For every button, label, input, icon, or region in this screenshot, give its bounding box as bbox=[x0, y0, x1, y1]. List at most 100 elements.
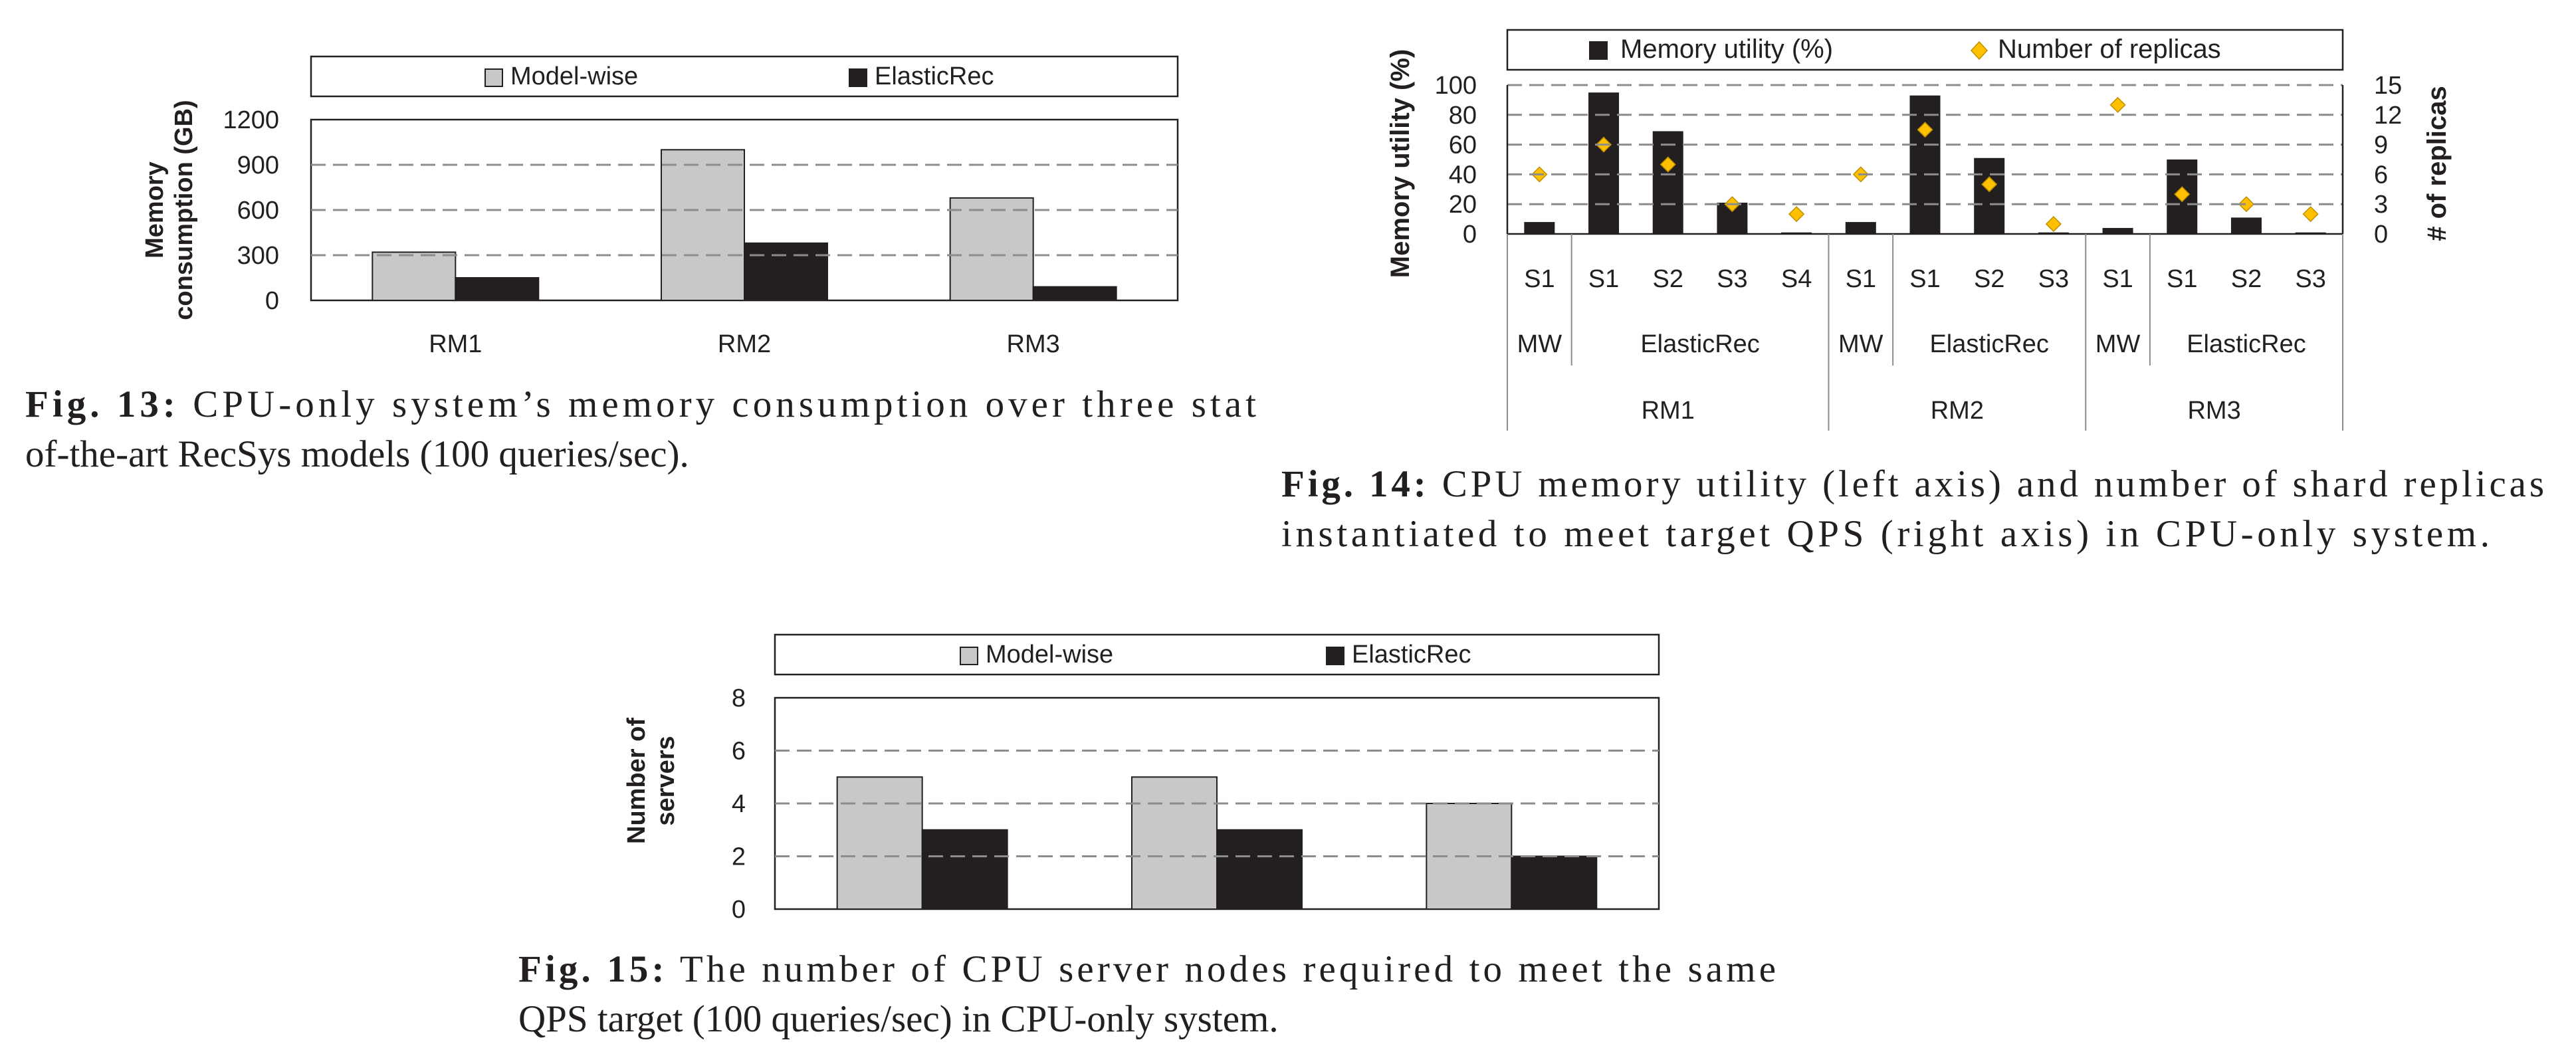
fig13-legend-swatch-0 bbox=[484, 68, 503, 87]
fig13-ytick-1: 300 bbox=[237, 242, 279, 270]
fig14-bar-rm2-elasticrec-s1 bbox=[1909, 95, 1941, 234]
fig15-legend-label-1: ElasticRec bbox=[1352, 641, 1471, 669]
fig14-marker-rm1-elasticrec-s4 bbox=[1788, 206, 1805, 223]
fig14-item-label-11: S2 bbox=[2231, 265, 2262, 293]
fig14-item-label-7: S2 bbox=[1974, 265, 2004, 293]
fig14-subgroup-label-0: MW bbox=[1517, 330, 1562, 358]
fig14-legend-swatch-0 bbox=[1589, 41, 1608, 60]
fig15-caption-line-1: QPS target (100 queries/sec) in CPU-only… bbox=[518, 998, 1279, 1040]
fig14-marker-rm3-elasticrec-s2 bbox=[2238, 196, 2255, 213]
fig14-item-label-12: S3 bbox=[2295, 265, 2325, 293]
fig14-item-label-6: S1 bbox=[1909, 265, 1940, 293]
fig14-caption-line-1: instantiated to meet target QPS (right a… bbox=[1281, 513, 2490, 555]
fig14-legend bbox=[1506, 29, 2344, 71]
fig14-chart: Memory utility (%) Number of replicas S1 S1… bbox=[1386, 29, 2452, 425]
fig13-ylabel-line-0: Memory bbox=[141, 161, 169, 259]
fig14-y2tick-5: 15 bbox=[2374, 72, 2402, 100]
fig15-bar-model-wise-1 bbox=[1131, 776, 1218, 910]
fig13-caption-text-0: CPU-only system’s memory consumption ove… bbox=[179, 383, 1256, 425]
fig13-caption-line-0: Fig. 13: CPU-only system’s memory consum… bbox=[25, 383, 1256, 425]
fig15-caption-text-0: The number of CPU server nodes required … bbox=[668, 948, 1776, 990]
fig13-ylabel-line-1: consumption (GB) bbox=[170, 100, 198, 320]
fig14-ylabel: Memory utility (%) bbox=[1386, 49, 1415, 278]
fig14-item-label-10: S1 bbox=[2167, 265, 2197, 293]
fig14-ytick-2: 40 bbox=[1449, 161, 1477, 189]
fig13-legend-label-1: ElasticRec bbox=[875, 62, 994, 90]
fig15-caption-text-1: QPS target (100 queries/sec) in CPU-only… bbox=[518, 998, 1279, 1040]
fig14-group-label-1: RM2 bbox=[1931, 397, 1984, 425]
fig15-ytick-0: 0 bbox=[732, 896, 746, 924]
fig14-marker-rm3-elasticrec-s3 bbox=[2302, 206, 2319, 223]
fig14-legend-swatch-1 bbox=[1970, 41, 1988, 60]
fig14-subgroup-label-1: ElasticRec bbox=[1640, 330, 1760, 358]
fig13-xtick-0: RM1 bbox=[429, 330, 482, 358]
fig13-bar-elasticrec-rm3 bbox=[1032, 286, 1117, 302]
fig15-ylabel-line-0: Number of bbox=[623, 718, 651, 844]
fig13-legend-swatch-1 bbox=[849, 68, 867, 87]
fig14-caption-line-0: Fig. 14: CPU memory utility (left axis) … bbox=[1281, 463, 2544, 505]
fig14-item-label-0: S1 bbox=[1524, 265, 1555, 293]
fig15-caption-line-0: Fig. 15: The number of CPU server nodes … bbox=[518, 948, 1776, 990]
fig14-legend-label-0: Memory utility (%) bbox=[1620, 35, 1833, 64]
fig14-ytick-3: 60 bbox=[1449, 132, 1477, 159]
fig14-marker-rm2-elasticrec-s2 bbox=[1981, 176, 1998, 193]
fig14-ytick-4: 80 bbox=[1449, 102, 1477, 130]
fig13-ylabel: Memoryconsumption (GB) bbox=[141, 100, 198, 320]
fig15-chart: Model-wise ElasticRec 0 2 4 6 8 Number ofserver… bbox=[623, 633, 1660, 924]
fig14-item-label-8: S3 bbox=[2038, 265, 2069, 293]
fig15-legend-label-0: Model-wise bbox=[986, 641, 1113, 669]
fig13-legend bbox=[310, 55, 1179, 98]
fig13-xtick-2: RM3 bbox=[1007, 330, 1060, 358]
fig14-group-label-0: RM1 bbox=[1642, 397, 1695, 425]
fig13-ytick-4: 1200 bbox=[223, 106, 279, 134]
fig13-chart: Model-wise ElasticRec RM1 RM2 RM3 0 300 600 900 1… bbox=[141, 55, 1179, 358]
fig14-item-label-5: S1 bbox=[1846, 265, 1876, 293]
fig14-ytick-1: 20 bbox=[1449, 191, 1477, 219]
fig15-ytick-2: 4 bbox=[732, 790, 746, 818]
fig15-ytick-3: 6 bbox=[732, 738, 746, 766]
fig13-ytick-3: 900 bbox=[237, 152, 279, 179]
fig14-y2tick-0: 0 bbox=[2374, 221, 2388, 249]
fig13-ytick-0: 0 bbox=[265, 287, 279, 315]
fig15-ylabel: Number ofservers bbox=[623, 718, 680, 844]
fig14-bar-rm1-elasticrec-s1 bbox=[1588, 92, 1620, 234]
fig15-bar-model-wise-0 bbox=[836, 776, 923, 910]
fig15-ylabel-line-1: servers bbox=[652, 736, 680, 825]
fig13-legend-label-0: Model-wise bbox=[510, 62, 638, 90]
fig14-item-label-9: S1 bbox=[2102, 265, 2133, 293]
fig14-item-label-2: S2 bbox=[1652, 265, 1683, 293]
fig14-marker-rm2-elasticrec-s3 bbox=[2045, 216, 2062, 233]
fig14-caption-text-1: instantiated to meet target QPS (right a… bbox=[1281, 513, 2490, 555]
fig14-caption-label: Fig. 14: bbox=[1281, 463, 1426, 505]
fig13-caption-text-1: of-the-art RecSys models (100 queries/se… bbox=[25, 433, 689, 475]
fig14-bar-rm2-elasticrec-s2 bbox=[1974, 158, 2005, 234]
fig14-legend-label-1: Number of replicas bbox=[1998, 35, 2221, 64]
fig14-item-label-3: S3 bbox=[1717, 265, 1747, 293]
fig13-bar-elasticrec-rm2 bbox=[744, 242, 828, 301]
fig13-caption-line-1: of-the-art RecSys models (100 queries/se… bbox=[25, 433, 689, 475]
fig14-subgroup-label-3: ElasticRec bbox=[1929, 330, 2049, 358]
fig14-y2tick-4: 12 bbox=[2374, 102, 2402, 130]
fig14-bar-rm1-elasticrec-s2 bbox=[1652, 131, 1683, 234]
fig14-y2tick-3: 9 bbox=[2374, 132, 2388, 159]
fig13-bar-model-wise-rm3 bbox=[949, 197, 1034, 301]
fig14-marker-rm3-mw-s1 bbox=[2109, 96, 2126, 113]
fig13-caption-label: Fig. 13: bbox=[25, 383, 175, 425]
fig14-item-label-4: S4 bbox=[1781, 265, 1812, 293]
fig14-subgroup-label-2: MW bbox=[1838, 330, 1883, 358]
fig14-ytick-5: 100 bbox=[1435, 72, 1477, 100]
fig14-marker-rm1-elasticrec-s2 bbox=[1660, 156, 1676, 173]
fig13-ytick-2: 600 bbox=[237, 197, 279, 225]
fig15-caption-label: Fig. 15: bbox=[518, 948, 664, 990]
fig14-group-label-2: RM3 bbox=[2187, 397, 2240, 425]
fig14-bar-rm3-mw-s1 bbox=[2102, 228, 2133, 234]
fig14-marker-rm2-elasticrec-s1 bbox=[1917, 122, 1933, 138]
fig15-ytick-1: 2 bbox=[732, 843, 746, 871]
fig14-subgroup-label-5: ElasticRec bbox=[2187, 330, 2306, 358]
fig14-y2label: # of replicas bbox=[2422, 86, 2452, 241]
fig15-bar-elasticrec-2 bbox=[1511, 855, 1598, 910]
fig15-legend-swatch-0 bbox=[960, 647, 978, 665]
fig15-legend-swatch-1 bbox=[1326, 647, 1344, 665]
fig15-legend bbox=[774, 633, 1660, 676]
